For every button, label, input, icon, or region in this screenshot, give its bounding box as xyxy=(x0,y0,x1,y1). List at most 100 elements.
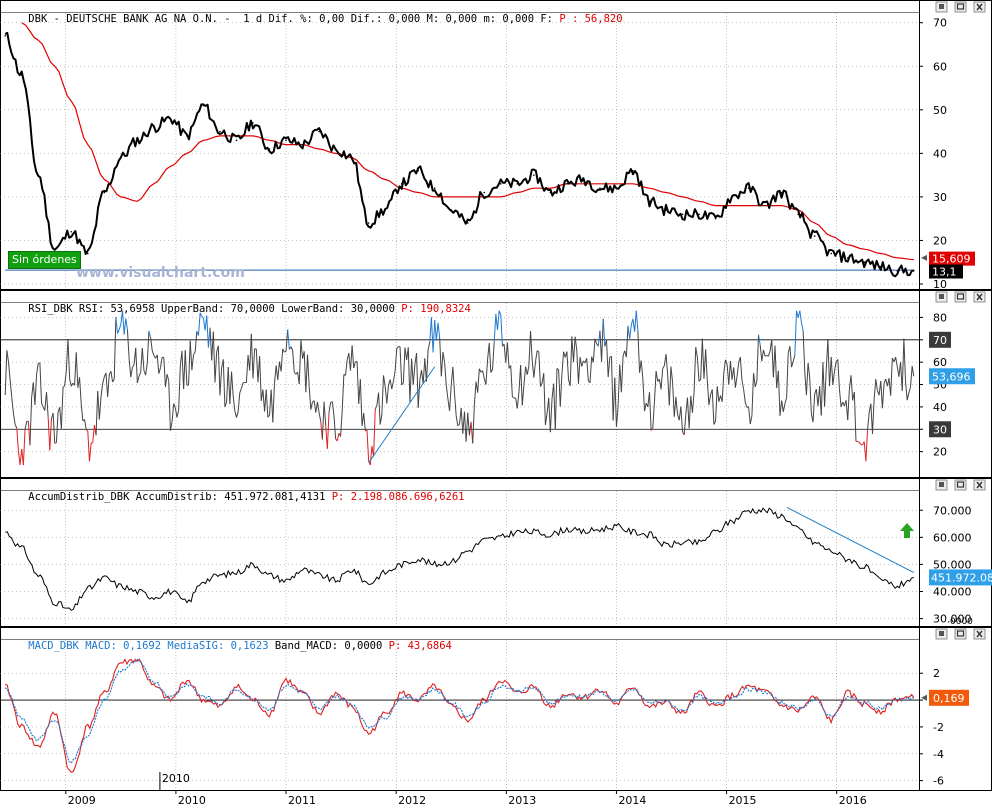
price-point xyxy=(500,183,502,185)
price-point xyxy=(830,253,832,255)
y-tick-label-price: 40 xyxy=(933,147,947,160)
price-point xyxy=(21,74,23,76)
y-tick-label-macd: -6 xyxy=(933,775,944,788)
price-point xyxy=(137,139,139,141)
ma-value-label: 15,609 xyxy=(932,253,971,266)
price-point xyxy=(37,174,39,176)
price-point xyxy=(87,253,89,255)
y-tick-label-price: 20 xyxy=(933,234,947,247)
price-point xyxy=(698,214,700,216)
close-icon-accum[interactable] xyxy=(974,480,985,490)
panel-menu-icon-price[interactable] xyxy=(936,2,947,12)
maximize-icon-rsi[interactable] xyxy=(955,292,966,302)
x-tick-label: 2013 xyxy=(508,794,536,806)
rsi-value-label: 53,696 xyxy=(932,370,971,383)
x-tick-label: 2010 xyxy=(178,794,206,806)
price-point xyxy=(252,122,254,124)
y-tick-label-price: 30 xyxy=(933,191,947,204)
price-point xyxy=(285,139,287,141)
price-point xyxy=(318,131,320,133)
macd-title-c: Band_MACD: 0,0000 xyxy=(269,640,389,652)
accum-value-label: 451.972.08 xyxy=(931,571,992,584)
y-tick-label-macd: -2 xyxy=(933,721,944,734)
y-tick-label-price: 60 xyxy=(933,60,947,73)
price-point xyxy=(417,170,419,172)
y-tick-label-rsi: 20 xyxy=(933,446,947,459)
price-point xyxy=(153,126,155,128)
price-point xyxy=(665,209,667,211)
x-tick-label: 2016 xyxy=(839,794,867,806)
price-title-main: DBK - DEUTSCHE BANK AG NA O.N. - 1 d Dif… xyxy=(28,13,559,25)
maximize-icon-price[interactable] xyxy=(955,2,966,12)
panel-title-price: DBK - DEUTSCHE BANK AG NA O.N. - 1 d Dif… xyxy=(3,1,623,37)
price-point xyxy=(104,192,106,194)
price-point xyxy=(54,248,56,250)
close-icon-price[interactable] xyxy=(974,2,985,12)
cursor-date-label: 2010 xyxy=(162,772,190,785)
panel-menu-icon-accum[interactable] xyxy=(936,480,947,490)
price-point xyxy=(649,200,651,202)
y-tick-label-accum: 40.000 xyxy=(933,586,972,599)
x-tick-label: 2015 xyxy=(729,794,757,806)
price-point xyxy=(401,183,403,185)
accum-title-value: P: 2.198.086.696,6261 xyxy=(332,491,465,503)
close-icon-macd[interactable] xyxy=(974,629,985,639)
panel-menu-icon-rsi[interactable] xyxy=(936,292,947,302)
price-point xyxy=(483,192,485,194)
close-icon-rsi[interactable] xyxy=(974,292,985,302)
rsi-lower-label: 30 xyxy=(933,423,947,436)
panel-title-rsi: RSI_DBK RSI: 53,6958 UpperBand: 70,0000 … xyxy=(3,291,471,327)
panel-title-macd: MACD_DBK MACD: 0,1692 MediaSIG: 0,1623 B… xyxy=(3,628,452,664)
price-point xyxy=(566,183,568,185)
y-tick-label-price: 10 xyxy=(933,278,947,291)
accum-scale-suffix: 0000 xyxy=(950,617,973,627)
price-point xyxy=(616,187,618,189)
y-tick-label-macd: 2 xyxy=(933,667,940,680)
price-point xyxy=(219,131,221,133)
y-tick-label-macd: -4 xyxy=(933,748,944,761)
price-point xyxy=(764,205,766,207)
panel-title-accum: AccumDistrib_DBK AccumDistrib: 451.972.0… xyxy=(3,479,465,515)
price-point xyxy=(434,187,436,189)
y-tick-label-accum: 60.000 xyxy=(933,531,972,544)
price-point xyxy=(847,257,849,259)
panel-menu-icon-macd[interactable] xyxy=(936,629,947,639)
price-point xyxy=(748,187,750,189)
price-point xyxy=(880,266,882,268)
x-tick-label: 2012 xyxy=(398,794,426,806)
price-point xyxy=(203,105,205,107)
price-point xyxy=(335,148,337,150)
y-tick-label-rsi: 60 xyxy=(933,356,947,369)
price-point xyxy=(863,261,865,263)
maximize-icon-macd[interactable] xyxy=(955,629,966,639)
price-point xyxy=(550,192,552,194)
price-point xyxy=(186,135,188,137)
price-point xyxy=(533,174,535,176)
maximize-icon-accum[interactable] xyxy=(955,480,966,490)
price-point xyxy=(797,214,799,216)
price-point xyxy=(715,218,717,220)
price-point xyxy=(302,144,304,146)
accum-title-main: AccumDistrib_DBK AccumDistrib: 451.972.0… xyxy=(28,491,331,503)
price-point xyxy=(632,170,634,172)
price-point xyxy=(517,183,519,185)
price-point xyxy=(682,214,684,216)
macd-title-a: MACD_DBK MACD: 0,1692 xyxy=(28,640,167,652)
price-point xyxy=(781,192,783,194)
price-point xyxy=(120,157,122,159)
macd-title-b: MediaSIG: 0,1623 xyxy=(167,640,268,652)
y-tick-label-rsi: 40 xyxy=(933,401,947,414)
price-point xyxy=(351,157,353,159)
x-tick-label: 2009 xyxy=(68,794,96,806)
price-point xyxy=(467,222,469,224)
price-point xyxy=(368,222,370,224)
price-point xyxy=(384,209,386,211)
y-tick-label-price: 70 xyxy=(933,17,947,30)
price-value-label: 13,1 xyxy=(932,266,957,279)
orders-label[interactable]: Sin órdenes xyxy=(8,251,81,269)
price-point xyxy=(269,148,271,150)
rsi-segment xyxy=(55,443,57,444)
rsi-segment xyxy=(91,443,93,444)
